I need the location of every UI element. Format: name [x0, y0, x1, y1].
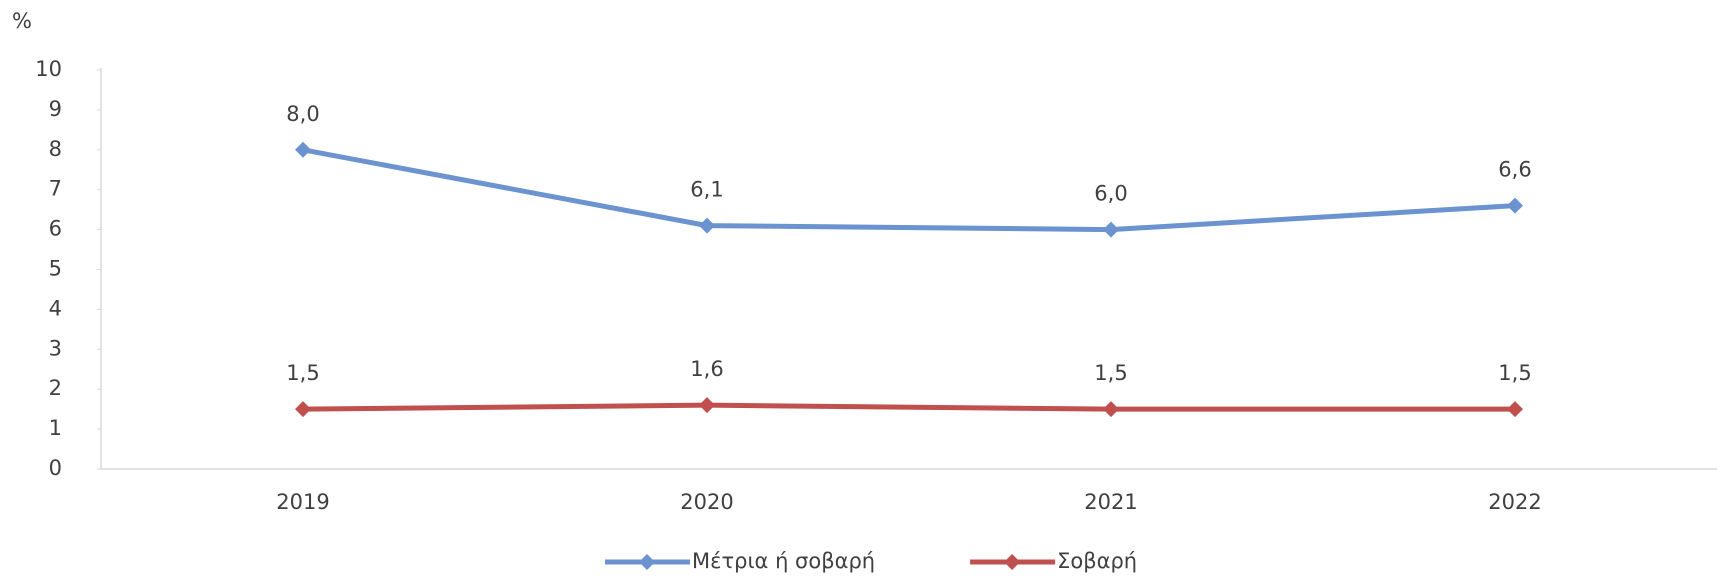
point-marker — [699, 397, 715, 414]
x-tick-label: 2021 — [1084, 490, 1137, 514]
y-tick-label: 7 — [49, 177, 62, 201]
data-label: 1,5 — [286, 361, 319, 385]
y-tick-label: 5 — [49, 257, 62, 281]
data-label: 1,5 — [1498, 361, 1531, 385]
data-label: 6,6 — [1498, 158, 1531, 182]
data-label: 6,1 — [690, 178, 723, 202]
data-label: 1,6 — [690, 357, 723, 381]
point-marker — [295, 401, 311, 418]
legend-marker — [1004, 554, 1021, 570]
y-axis-label: % — [12, 9, 32, 33]
y-tick-label: 3 — [49, 336, 62, 360]
y-tick-label: 8 — [49, 137, 62, 161]
legend-label: Σοβαρή — [1057, 549, 1137, 573]
point-marker — [295, 141, 311, 158]
y-tick-label: 1 — [49, 416, 62, 440]
point-marker — [1507, 197, 1523, 214]
point-marker — [1103, 221, 1119, 238]
y-tick-label: 2 — [49, 376, 62, 400]
series-line — [302, 147, 1516, 233]
y-tick-label: 0 — [49, 456, 62, 480]
series-line — [302, 402, 1515, 412]
point-marker — [699, 217, 715, 234]
legend-marker — [639, 554, 655, 570]
point-marker — [1103, 401, 1119, 418]
x-tick-label: 2019 — [276, 490, 329, 514]
legend-label: Μέτρια ή σοβαρή — [692, 549, 875, 573]
y-tick-label: 6 — [49, 217, 62, 241]
x-tick-label: 2022 — [1488, 490, 1541, 514]
data-label: 6,0 — [1094, 182, 1127, 206]
x-tick-label: 2020 — [680, 490, 733, 514]
y-tick-label: 9 — [49, 97, 62, 121]
y-tick-label: 10 — [35, 57, 62, 81]
y-tick-label: 4 — [49, 296, 62, 320]
point-marker — [1507, 401, 1523, 418]
data-label: 8,0 — [286, 102, 319, 126]
data-label: 1,5 — [1094, 361, 1127, 385]
